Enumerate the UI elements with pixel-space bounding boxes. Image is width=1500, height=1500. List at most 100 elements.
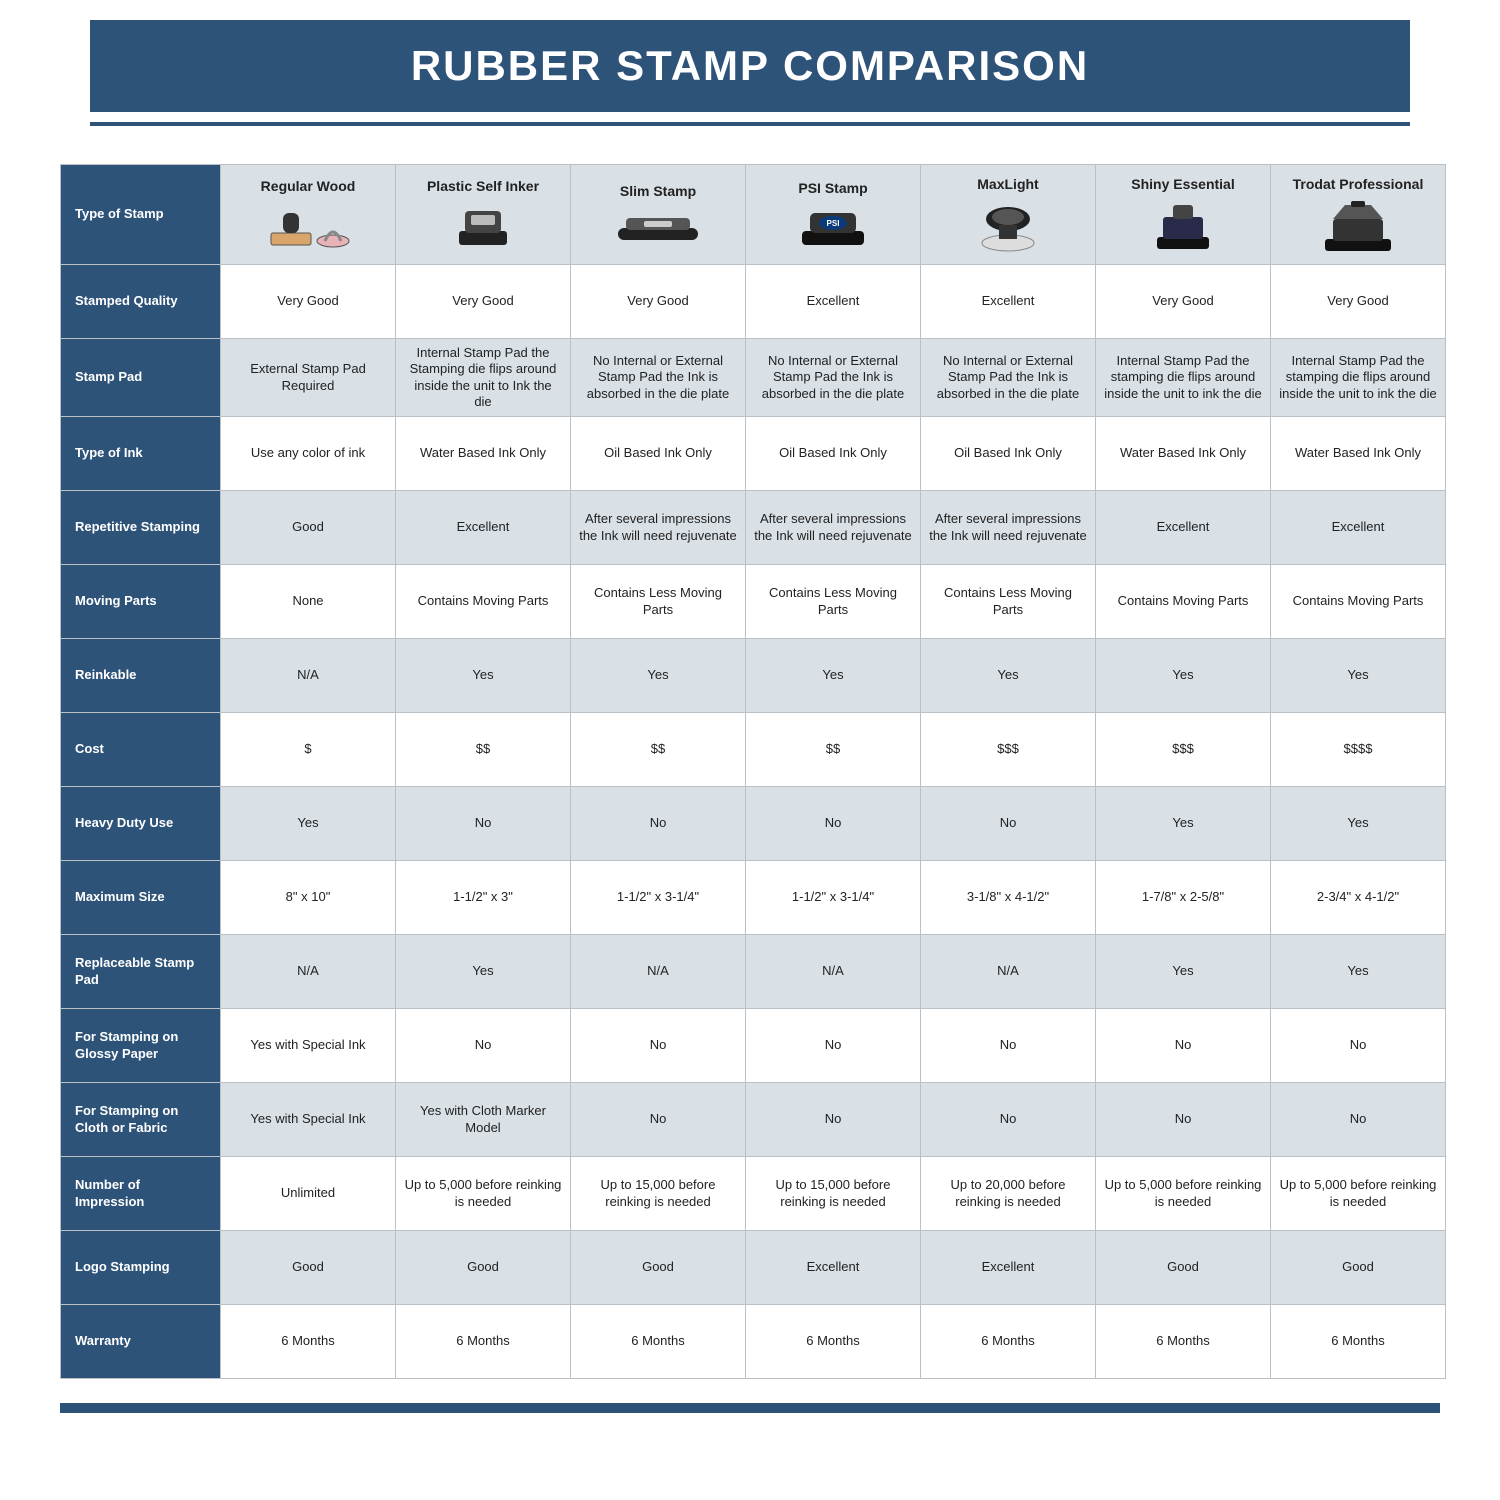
table-body: Stamped QualityVery GoodVery GoodVery Go… xyxy=(61,265,1446,1379)
table-cell: No xyxy=(396,787,571,861)
table-header-row: Type of Stamp Regular Wood Plastic Self … xyxy=(61,165,1446,265)
table-cell: 1-1/2" x 3" xyxy=(396,861,571,935)
row-label: Cost xyxy=(61,713,221,787)
col-header-maxlight: MaxLight xyxy=(921,165,1096,265)
table-cell: No xyxy=(571,1009,746,1083)
table-cell: Good xyxy=(1271,1231,1446,1305)
table-cell: Good xyxy=(396,1231,571,1305)
table-cell: Up to 15,000 before reinking is needed xyxy=(571,1157,746,1231)
table-cell: Oil Based Ink Only xyxy=(921,417,1096,491)
table-cell: No xyxy=(571,787,746,861)
table-cell: Water Based Ink Only xyxy=(396,417,571,491)
table-cell: Internal Stamp Pad the stamping die flip… xyxy=(1096,339,1271,417)
table-cell: Contains Less Moving Parts xyxy=(746,565,921,639)
table-cell: Contains Moving Parts xyxy=(396,565,571,639)
table-row: Number of ImpressionUnlimitedUp to 5,000… xyxy=(61,1157,1446,1231)
table-cell: Oil Based Ink Only xyxy=(571,417,746,491)
table-cell: Contains Less Moving Parts xyxy=(921,565,1096,639)
table-cell: Yes xyxy=(746,639,921,713)
slim-stamp-icon xyxy=(608,206,708,246)
row-label: Reinkable xyxy=(61,639,221,713)
table-cell: Yes xyxy=(221,787,396,861)
table-cell: Up to 5,000 before reinking is needed xyxy=(396,1157,571,1231)
table-cell: After several impressions the Ink will n… xyxy=(746,491,921,565)
title-block: RUBBER STAMP COMPARISON xyxy=(0,0,1500,126)
table-row: Moving PartsNoneContains Moving PartsCon… xyxy=(61,565,1446,639)
psi-stamp-icon: PSI xyxy=(788,203,878,249)
shiny-stamp-icon xyxy=(1143,199,1223,253)
maxlight-stamp-icon xyxy=(973,199,1043,253)
table-row: For Stamping on Cloth or FabricYes with … xyxy=(61,1083,1446,1157)
table-row: ReinkableN/AYesYesYesYesYesYes xyxy=(61,639,1446,713)
table-cell: N/A xyxy=(921,935,1096,1009)
row-label: Replaceable Stamp Pad xyxy=(61,935,221,1009)
table-cell: No Internal or External Stamp Pad the In… xyxy=(746,339,921,417)
title-divider xyxy=(90,122,1410,126)
table-cell: Very Good xyxy=(1271,265,1446,339)
table-cell: Yes xyxy=(921,639,1096,713)
col-header-label: Plastic Self Inker xyxy=(404,178,562,196)
table-cell: Yes with Special Ink xyxy=(221,1009,396,1083)
table-cell: Excellent xyxy=(1096,491,1271,565)
table-cell: Very Good xyxy=(396,265,571,339)
table-cell: Contains Less Moving Parts xyxy=(571,565,746,639)
table-cell: No xyxy=(396,1009,571,1083)
col-header-label: MaxLight xyxy=(929,176,1087,194)
table-cell: Excellent xyxy=(921,1231,1096,1305)
table-cell: Contains Moving Parts xyxy=(1271,565,1446,639)
row-label: Logo Stamping xyxy=(61,1231,221,1305)
table-cell: No xyxy=(921,1083,1096,1157)
table-cell: Very Good xyxy=(1096,265,1271,339)
row-label: Heavy Duty Use xyxy=(61,787,221,861)
col-header-label: PSI Stamp xyxy=(754,180,912,198)
table-cell: 6 Months xyxy=(221,1305,396,1379)
table-row: Warranty6 Months6 Months6 Months6 Months… xyxy=(61,1305,1446,1379)
table-cell: $ xyxy=(221,713,396,787)
col-header-label: Trodat Professional xyxy=(1279,176,1437,194)
table-cell: Yes xyxy=(1096,787,1271,861)
table-cell: $$$ xyxy=(1096,713,1271,787)
table-cell: No xyxy=(1271,1083,1446,1157)
table-row: Repetitive StampingGoodExcellentAfter se… xyxy=(61,491,1446,565)
table-cell: Yes xyxy=(1271,935,1446,1009)
page: RUBBER STAMP COMPARISON Type of Stamp Re… xyxy=(0,0,1500,1413)
table-row: Maximum Size8" x 10"1-1/2" x 3"1-1/2" x … xyxy=(61,861,1446,935)
comparison-table-wrap: Type of Stamp Regular Wood Plastic Self … xyxy=(0,134,1500,1379)
table-cell: 2-3/4" x 4-1/2" xyxy=(1271,861,1446,935)
table-cell: Internal Stamp Pad the stamping die flip… xyxy=(1271,339,1446,417)
table-cell: None xyxy=(221,565,396,639)
table-cell: No xyxy=(1096,1009,1271,1083)
table-cell: Yes xyxy=(1271,639,1446,713)
table-cell: N/A xyxy=(571,935,746,1009)
table-cell: Good xyxy=(1096,1231,1271,1305)
table-cell: 8" x 10" xyxy=(221,861,396,935)
table-cell: Excellent xyxy=(396,491,571,565)
table-cell: Yes xyxy=(571,639,746,713)
table-cell: $$ xyxy=(746,713,921,787)
table-cell: Unlimited xyxy=(221,1157,396,1231)
page-title: RUBBER STAMP COMPARISON xyxy=(90,20,1410,112)
col-header-trodat-professional: Trodat Professional xyxy=(1271,165,1446,265)
table-cell: Yes xyxy=(396,935,571,1009)
col-header-regular-wood: Regular Wood xyxy=(221,165,396,265)
table-cell: Yes with Cloth Marker Model xyxy=(396,1083,571,1157)
table-cell: Good xyxy=(221,491,396,565)
table-row: For Stamping on Glossy PaperYes with Spe… xyxy=(61,1009,1446,1083)
row-label: Warranty xyxy=(61,1305,221,1379)
table-cell: 6 Months xyxy=(1271,1305,1446,1379)
table-cell: Water Based Ink Only xyxy=(1096,417,1271,491)
table-row: Replaceable Stamp PadN/AYesN/AN/AN/AYesY… xyxy=(61,935,1446,1009)
table-cell: 6 Months xyxy=(921,1305,1096,1379)
table-cell: Good xyxy=(571,1231,746,1305)
row-label: Moving Parts xyxy=(61,565,221,639)
svg-text:PSI: PSI xyxy=(827,219,840,228)
table-cell: Yes xyxy=(396,639,571,713)
row-label: For Stamping on Glossy Paper xyxy=(61,1009,221,1083)
table-row: Logo StampingGoodGoodGoodExcellentExcell… xyxy=(61,1231,1446,1305)
table-cell: No xyxy=(1271,1009,1446,1083)
table-row: Stamped QualityVery GoodVery GoodVery Go… xyxy=(61,265,1446,339)
table-cell: 1-1/2" x 3-1/4" xyxy=(571,861,746,935)
table-row: Type of InkUse any color of inkWater Bas… xyxy=(61,417,1446,491)
table-cell: $$$ xyxy=(921,713,1096,787)
table-cell: 6 Months xyxy=(746,1305,921,1379)
